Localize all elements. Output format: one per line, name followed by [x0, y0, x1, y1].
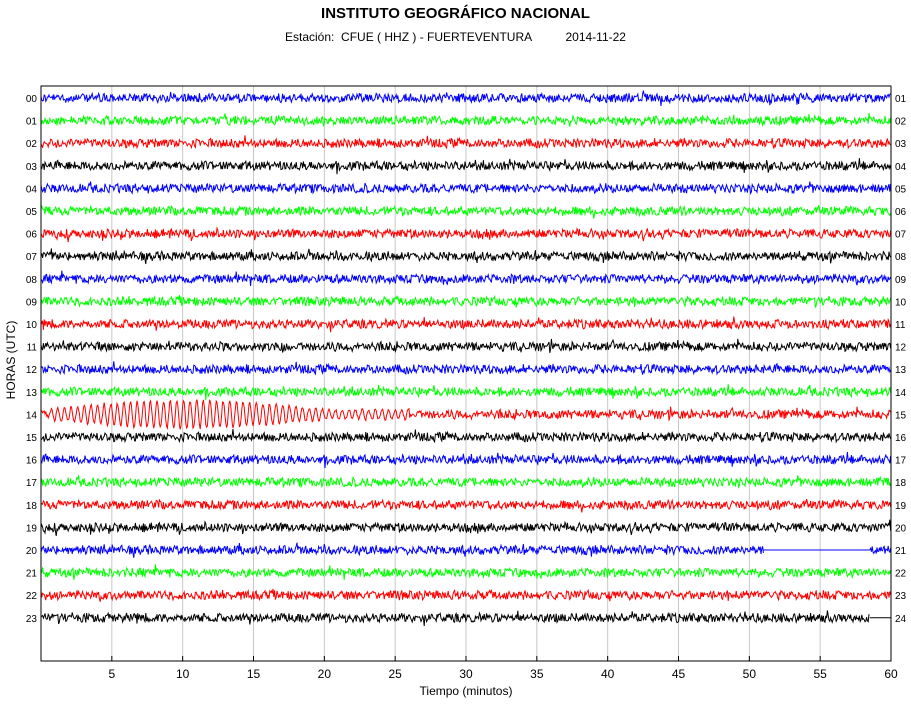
trace-hour-22 [40, 588, 892, 602]
hour-labels: 00 01 01 02 02 03 03 04 04 05 05 06 06 07 07 08 08 09 09 10… [26, 94, 907, 625]
chart-subtitle: Estación: CFUE ( HHZ ) - FUERTEVENTURA 2… [0, 30, 911, 44]
station-name: CFUE ( HHZ ) - FUERTEVENTURA [341, 30, 533, 44]
hour-label-left: 22 [26, 591, 38, 602]
hour-label-left: 14 [26, 410, 38, 421]
hour-label-left: 06 [26, 230, 38, 241]
trace-hour-05 [40, 204, 892, 219]
trace-hour-08 [40, 270, 892, 287]
hour-label-right: 07 [895, 230, 907, 241]
trace-hour-00 [40, 90, 891, 107]
hour-label-right: 08 [895, 252, 907, 263]
record-date: 2014-11-22 [565, 30, 626, 44]
hour-label-left: 19 [26, 523, 38, 534]
hour-label-left: 03 [26, 162, 38, 173]
hour-label-left: 05 [26, 207, 38, 218]
hour-label-left: 02 [26, 139, 38, 150]
x-tick-label: 40 [601, 667, 615, 681]
hour-label-left: 10 [26, 320, 38, 331]
hour-label-right: 06 [895, 207, 907, 218]
x-tick-label: 5 [108, 667, 115, 681]
hour-label-left: 18 [26, 501, 38, 512]
trace-hour-20 [869, 545, 892, 555]
hour-label-right: 11 [895, 320, 906, 331]
hour-label-left: 17 [26, 478, 38, 489]
trace-hour-10 [40, 316, 892, 333]
trace-hour-17 [40, 475, 892, 489]
hour-label-right: 18 [895, 478, 907, 489]
trace-hour-15 [40, 429, 892, 444]
trace-hour-04 [40, 181, 892, 196]
trace-hour-03 [40, 158, 892, 175]
x-tick-label: 25 [388, 667, 402, 681]
hour-label-right: 14 [895, 388, 907, 399]
hour-label-left: 21 [26, 569, 38, 580]
hour-label-left: 12 [26, 365, 38, 376]
y-axis-label: HORAS (UTC) [4, 321, 18, 400]
hour-label-left: 15 [26, 433, 38, 444]
hour-label-right: 23 [895, 591, 907, 602]
trace-hour-11 [40, 338, 892, 354]
x-axis-ticks: 5 10 15 20 25 30 35 40 45 50 55 60 [108, 656, 898, 681]
hour-label-right: 01 [895, 94, 907, 105]
chart-title: INSTITUTO GEOGRÁFICO NACIONAL [321, 5, 590, 22]
hour-label-right: 04 [895, 162, 907, 173]
hour-label-right: 03 [895, 139, 907, 150]
x-tick-label: 60 [884, 667, 898, 681]
trace-hour-07 [41, 248, 892, 265]
trace-hour-19 [40, 519, 892, 536]
trace-hour-06 [40, 226, 892, 243]
hour-label-right: 22 [895, 569, 907, 580]
hour-label-left: 00 [26, 94, 38, 105]
trace-hour-01 [40, 112, 892, 128]
seismic-traces [40, 90, 892, 627]
hour-label-left: 23 [26, 614, 38, 625]
x-tick-label: 55 [813, 667, 827, 681]
hour-label-left: 07 [26, 252, 38, 263]
x-tick-label: 35 [530, 667, 544, 681]
hour-label-right: 02 [895, 117, 907, 128]
hour-label-left: 08 [26, 275, 38, 286]
x-tick-label: 45 [672, 667, 686, 681]
hour-label-left: 16 [26, 456, 38, 467]
hour-label-right: 19 [895, 501, 907, 512]
station-label: Estación: [285, 30, 335, 44]
hour-label-left: 13 [26, 388, 38, 399]
hour-label-right: 12 [895, 343, 907, 354]
hour-label-left: 04 [26, 184, 38, 195]
hour-label-right: 16 [895, 433, 907, 444]
trace-hour-13 [40, 384, 892, 401]
trace-hour-21 [40, 564, 892, 580]
x-tick-label: 50 [743, 667, 757, 681]
hour-label-right: 10 [895, 297, 907, 308]
x-tick-label: 10 [176, 667, 190, 681]
x-tick-label: 15 [247, 667, 261, 681]
hour-label-right: 13 [895, 365, 907, 376]
trace-hour-09 [40, 294, 892, 308]
trace-hour-16 [40, 451, 892, 469]
x-axis-label: Tiempo (minutos) [420, 684, 513, 698]
hour-label-right: 05 [895, 184, 907, 195]
x-tick-label: 30 [459, 667, 473, 681]
trace-hour-02 [40, 135, 891, 150]
hour-label-right: 20 [895, 523, 907, 534]
hour-label-right: 09 [895, 275, 907, 286]
hour-label-left: 11 [27, 343, 38, 354]
hour-label-right: 17 [895, 456, 907, 467]
hour-label-left: 01 [26, 117, 38, 128]
grid-lines [111, 86, 821, 661]
hour-label-right: 21 [895, 546, 907, 557]
hour-label-left: 20 [26, 546, 38, 557]
x-tick-label: 20 [318, 667, 332, 681]
trace-hour-12 [40, 361, 892, 376]
trace-hour-18 [40, 498, 892, 513]
hour-label-right: 15 [895, 410, 907, 421]
trace-hour-20 [40, 542, 764, 558]
trace-hour-14 [40, 399, 892, 430]
trace-hour-23 [40, 610, 870, 627]
hour-label-left: 09 [26, 297, 38, 308]
hour-label-right: 24 [895, 614, 907, 625]
